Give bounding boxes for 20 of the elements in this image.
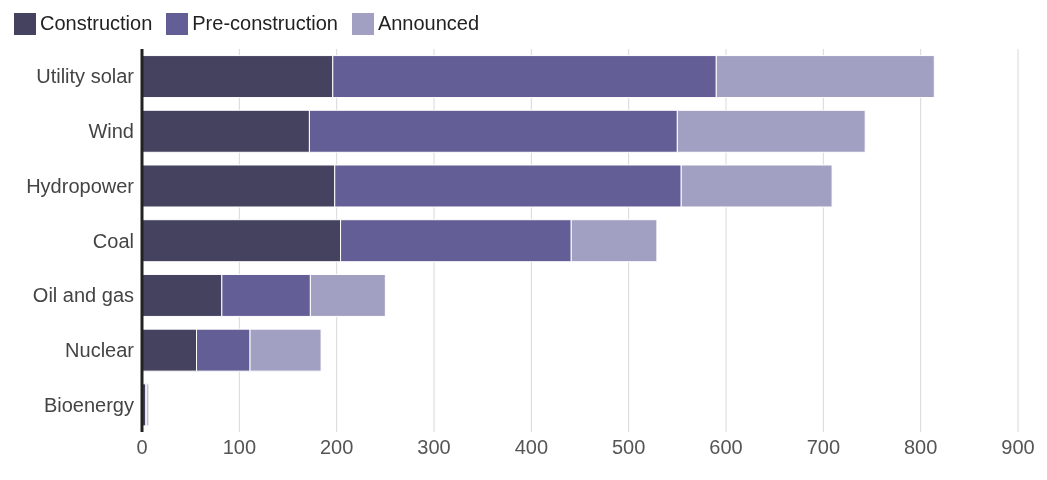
y-tick-label: Hydropower — [26, 174, 135, 197]
y-tick-label: Oil and gas — [32, 284, 134, 307]
y-tick-label: Utility solar — [36, 65, 135, 88]
x-tick-label: 900 — [1001, 436, 1035, 459]
x-tick-label: 600 — [709, 436, 743, 459]
legend-label: Pre-construction — [191, 12, 338, 35]
x-tick-label: 200 — [319, 436, 354, 459]
x-tick-label: 700 — [806, 436, 841, 459]
x-tick-label: 400 — [514, 436, 549, 459]
x-tick-label: 0 — [136, 436, 148, 459]
legend-label: Announced — [376, 12, 480, 35]
x-tick-label: 300 — [417, 436, 451, 459]
y-tick-label: Wind — [88, 120, 134, 143]
y-tick-label: Nuclear — [65, 339, 135, 362]
x-tick-label: 500 — [611, 436, 646, 459]
y-tick-label: Coal — [92, 229, 134, 252]
x-tick-label: 100 — [222, 436, 257, 459]
x-tick-label: 800 — [903, 436, 938, 459]
legend-label: Construction — [39, 12, 153, 35]
y-tick-label: Bioenergy — [43, 393, 134, 416]
